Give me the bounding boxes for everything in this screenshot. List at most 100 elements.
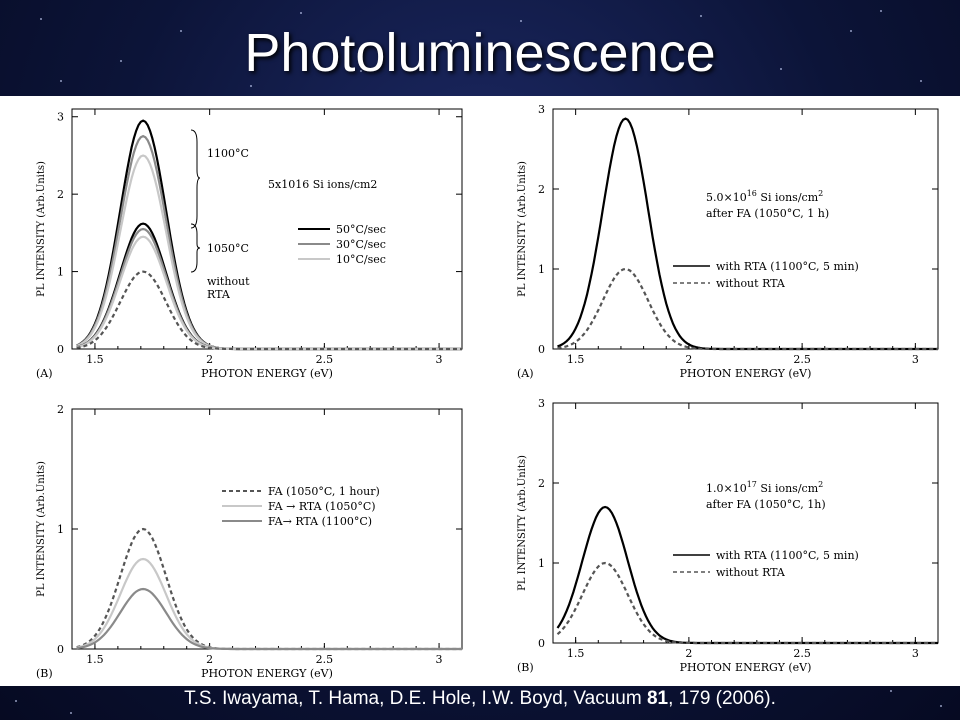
x-tick-label: 3 xyxy=(912,647,919,660)
star-dot xyxy=(250,85,252,87)
star-dot xyxy=(520,20,522,22)
x-tick-label: 3 xyxy=(436,653,443,666)
annotation-dose: 1.0×1017 Si ions/cm2 xyxy=(706,480,823,495)
series-line xyxy=(76,235,462,351)
x-tick-label: 1.5 xyxy=(86,653,104,666)
y-tick-label: 2 xyxy=(57,403,64,416)
x-tick-label: 2 xyxy=(685,353,692,366)
star-dot xyxy=(850,30,852,32)
y-tick-label: 0 xyxy=(57,643,64,656)
y-tick-label: 0 xyxy=(538,637,545,650)
x-tick-label: 3 xyxy=(436,353,443,366)
series-line xyxy=(76,270,462,351)
panel-label: (A) xyxy=(517,367,534,380)
y-axis-label: PL INTENSITY (Arb.Units) xyxy=(36,161,47,297)
chart-panel-1: 1.5 2 2.5 3 0 1 2 3 PHOTON ENERGY (eV) PL INTENSI… xyxy=(36,108,463,380)
legend-label: 10°C/sec xyxy=(336,253,386,266)
pl-spectra-figure: 1.5 2 2.5 3 0 1 2 3 PHOTON ENERGY (eV) PL INTENSI… xyxy=(36,103,939,680)
legend-label: without RTA xyxy=(716,277,786,290)
annotation-part: 2 xyxy=(818,480,823,489)
y-tick-label: 1 xyxy=(57,523,64,536)
annotation-rta: RTA xyxy=(207,288,231,301)
star-dot xyxy=(180,30,182,32)
legend-label: with RTA (1100°C, 5 min) xyxy=(716,260,859,273)
annotation-fa: after FA (1050°C, 1h) xyxy=(706,498,826,511)
annotation-part: Si ions/cm xyxy=(757,191,819,204)
x-tick-label: 2.5 xyxy=(793,647,811,660)
x-tick-label: 3 xyxy=(912,353,919,366)
star-dot xyxy=(300,12,302,14)
figure-panel: 1.5 2 2.5 3 0 1 2 3 PHOTON ENERGY (eV) PL INTENSI… xyxy=(0,96,960,686)
panel-3-annotations: FA (1050°C, 1 hour) FA → RTA (1050°C) FA→ … xyxy=(222,485,380,528)
star-dot xyxy=(890,690,892,692)
star-dot xyxy=(780,68,782,70)
annotation-part: 17 xyxy=(747,480,757,489)
star-dot xyxy=(940,705,942,707)
star-dot xyxy=(70,712,72,714)
star-dot xyxy=(700,15,702,17)
plot-frame xyxy=(71,408,463,650)
plot-frame xyxy=(552,108,939,350)
y-tick-label: 2 xyxy=(538,183,545,196)
star-dot xyxy=(15,700,17,702)
citation-rest: , 179 (2006). xyxy=(668,688,776,709)
series-line xyxy=(76,587,462,651)
y-axis-label: PL INTENSITY (Arb.Units) xyxy=(36,461,47,597)
x-tick-label: 1.5 xyxy=(86,353,104,366)
y-tick-label: 3 xyxy=(538,397,545,410)
y-tick-label: 1 xyxy=(57,266,64,279)
series-line xyxy=(76,119,462,351)
legend-label: FA → RTA (1050°C) xyxy=(268,500,376,513)
y-tick-label: 3 xyxy=(538,103,545,116)
citation-authors: T.S. Iwayama, T. Hama, D.E. Hole, I.W. B… xyxy=(184,688,647,709)
x-tick-label: 2.5 xyxy=(316,653,334,666)
citation: T.S. Iwayama, T. Hama, D.E. Hole, I.W. B… xyxy=(0,688,960,710)
legend-label: with RTA (1100°C, 5 min) xyxy=(716,549,859,562)
brace-1100 xyxy=(190,177,201,229)
star-dot xyxy=(40,18,42,20)
panel-4-annotations: 1.0×1017 Si ions/cm2 after FA (1050°C, 1h… xyxy=(673,480,859,579)
y-tick-label: 2 xyxy=(57,188,64,201)
legend-label: without RTA xyxy=(716,566,786,579)
annotation-1050c: 1050°C xyxy=(207,242,249,255)
y-axis-label: PL INTENSITY (Arb.Units) xyxy=(517,161,528,297)
citation-volume: 81 xyxy=(646,688,669,709)
series-line xyxy=(76,222,462,351)
legend-label: 30°C/sec xyxy=(336,238,386,251)
x-tick-label: 2.5 xyxy=(316,353,334,366)
star-dot xyxy=(610,55,612,57)
star-dot xyxy=(360,70,362,72)
series-line xyxy=(76,527,462,651)
y-tick-label: 2 xyxy=(538,477,545,490)
y-tick-label: 3 xyxy=(57,111,64,124)
chart-panel-2: 1.5 2 2.5 3 0 1 2 3 PHOTON ENERGY (eV) PL INTENSI… xyxy=(517,103,939,380)
x-axis-label: PHOTON ENERGY (eV) xyxy=(201,367,333,380)
chart-panel-4: 1.5 2 2.5 3 0 1 2 3 PHOTON ENERGY (eV) PL INTENSI… xyxy=(517,397,939,674)
series-line xyxy=(556,505,938,645)
series-line xyxy=(557,267,938,351)
x-axis-label: PHOTON ENERGY (eV) xyxy=(680,661,812,674)
y-tick-label: 0 xyxy=(538,343,545,356)
annotation-1100c: 1100°C xyxy=(207,147,249,160)
legend-label: FA→ RTA (1100°C) xyxy=(268,515,372,528)
annotation-dose: 5x1016 Si ions/cm2 xyxy=(268,178,377,191)
x-axis-label: PHOTON ENERGY (eV) xyxy=(201,667,333,680)
star-dot xyxy=(880,10,882,12)
y-tick-label: 1 xyxy=(538,263,545,276)
x-tick-label: 1.5 xyxy=(567,353,585,366)
annotation-dose: 5.0×1016 Si ions/cm2 xyxy=(706,189,823,204)
annotation-without: without xyxy=(207,275,250,288)
x-tick-label: 1.5 xyxy=(567,647,585,660)
x-axis-label: PHOTON ENERGY (eV) xyxy=(680,367,812,380)
star-dot xyxy=(920,80,922,82)
x-tick-label: 2.5 xyxy=(793,353,811,366)
panel-label: (B) xyxy=(36,667,53,680)
legend-label: 50°C/sec xyxy=(336,223,386,236)
y-tick-label: 0 xyxy=(57,343,64,356)
y-tick-label: 1 xyxy=(538,557,545,570)
annotation-part: 2 xyxy=(818,189,823,198)
panel-label: (A) xyxy=(36,367,53,380)
series-line xyxy=(557,117,938,351)
star-dot xyxy=(450,40,452,42)
